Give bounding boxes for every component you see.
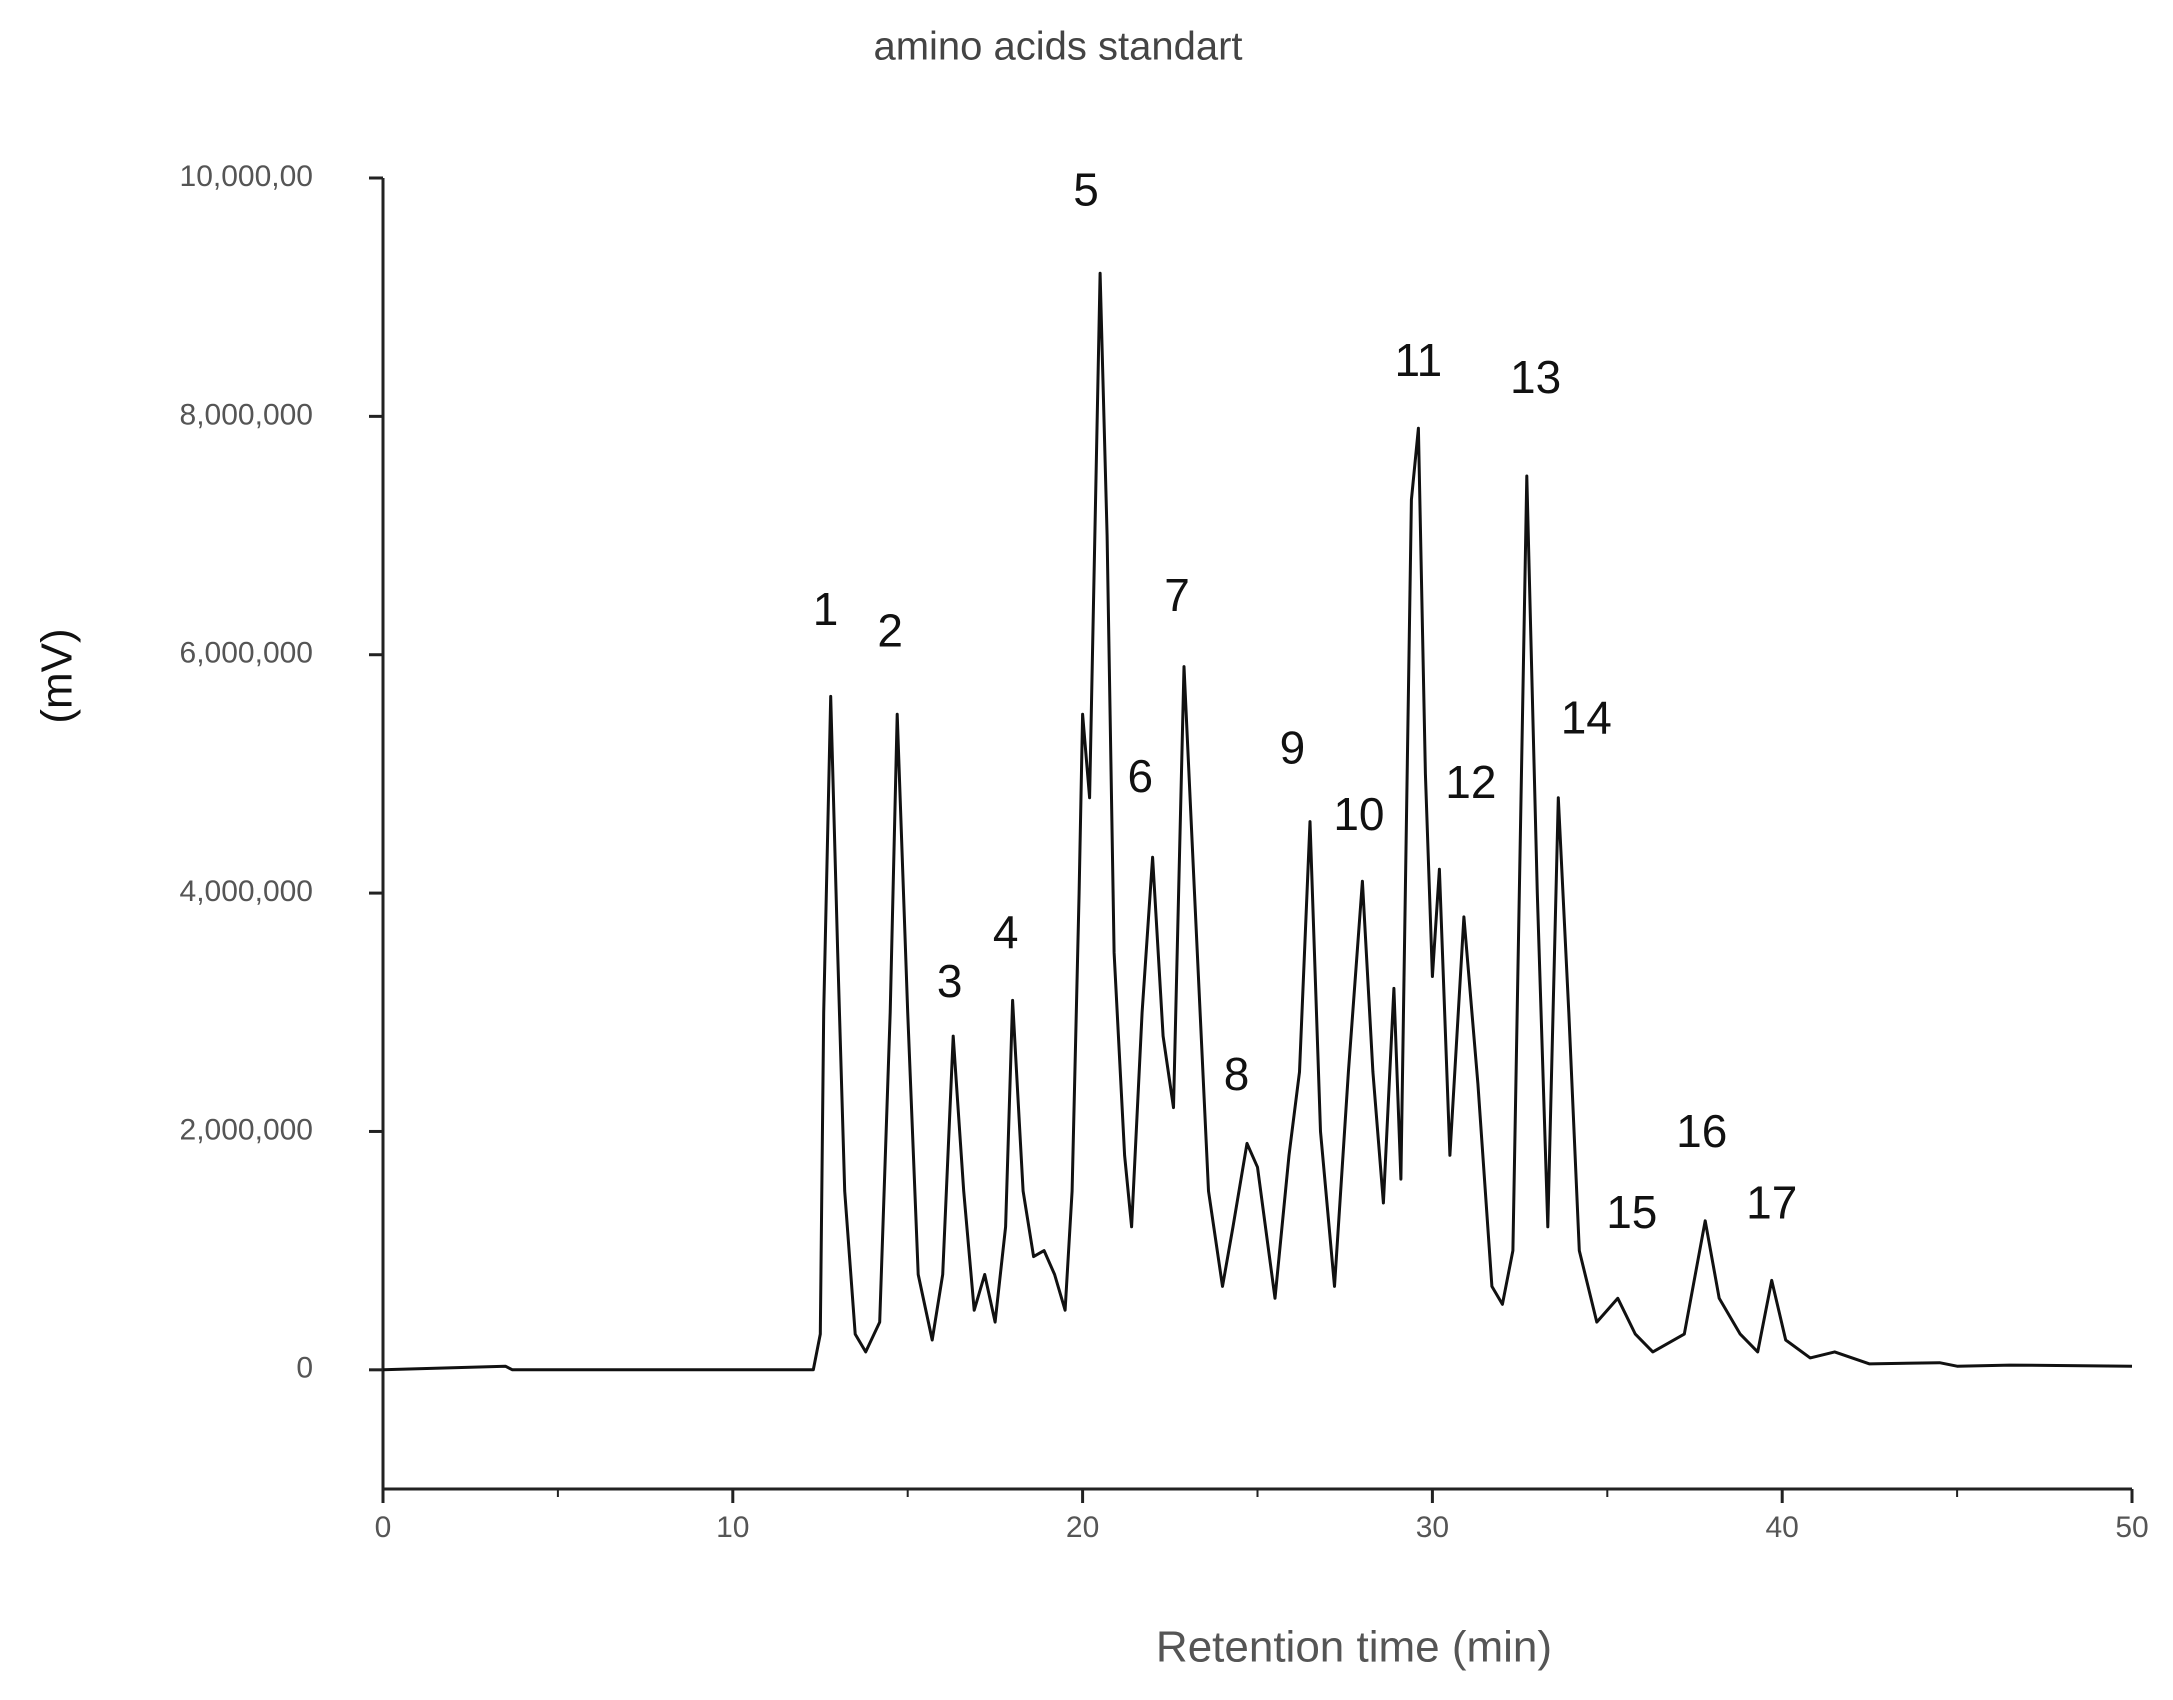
trace bbox=[382, 271, 2133, 1372]
peak-label: 3 bbox=[937, 955, 963, 1007]
x-tick-label: 0 bbox=[375, 1511, 392, 1544]
peak-label: 7 bbox=[1164, 569, 1190, 621]
x-tick-label: 40 bbox=[1766, 1511, 1799, 1544]
peak-label: 8 bbox=[1224, 1048, 1250, 1100]
peak-label: 12 bbox=[1445, 756, 1496, 808]
y-tick-label: 0 bbox=[296, 1352, 313, 1385]
y-axis-label: (mV) bbox=[33, 628, 82, 723]
peak-label: 5 bbox=[1073, 164, 1099, 216]
peak-label: 4 bbox=[993, 906, 1019, 958]
chart-title: amino acids standart bbox=[873, 25, 1242, 69]
x-tick-label: 10 bbox=[716, 1511, 749, 1544]
peak-label: 13 bbox=[1510, 351, 1561, 403]
x-tick-label: 50 bbox=[2115, 1511, 2148, 1544]
peak-label: 6 bbox=[1128, 750, 1154, 802]
peak-label: 16 bbox=[1676, 1105, 1727, 1157]
x-tick-label: 30 bbox=[1416, 1511, 1449, 1544]
peak-label: 17 bbox=[1746, 1177, 1797, 1229]
peak-label: 1 bbox=[813, 583, 839, 635]
y-tick-label: 4,000,000 bbox=[180, 875, 313, 908]
y-tick-label: 6,000,000 bbox=[180, 637, 313, 670]
peak-label: 2 bbox=[877, 605, 903, 657]
y-tick-label: 2,000,000 bbox=[180, 1113, 313, 1146]
peak-label: 11 bbox=[1395, 334, 1443, 386]
y-tick-label: 10,000,00 bbox=[180, 160, 313, 193]
peak-label: 10 bbox=[1333, 788, 1384, 840]
peak-label: 9 bbox=[1280, 721, 1306, 773]
peak-label: 14 bbox=[1561, 692, 1612, 744]
x-tick-label: 20 bbox=[1066, 1511, 1099, 1544]
peak-label: 15 bbox=[1606, 1186, 1657, 1238]
x-axis-label: Retention time (min) bbox=[1156, 1623, 1552, 1672]
y-tick-label: 8,000,000 bbox=[180, 398, 313, 431]
